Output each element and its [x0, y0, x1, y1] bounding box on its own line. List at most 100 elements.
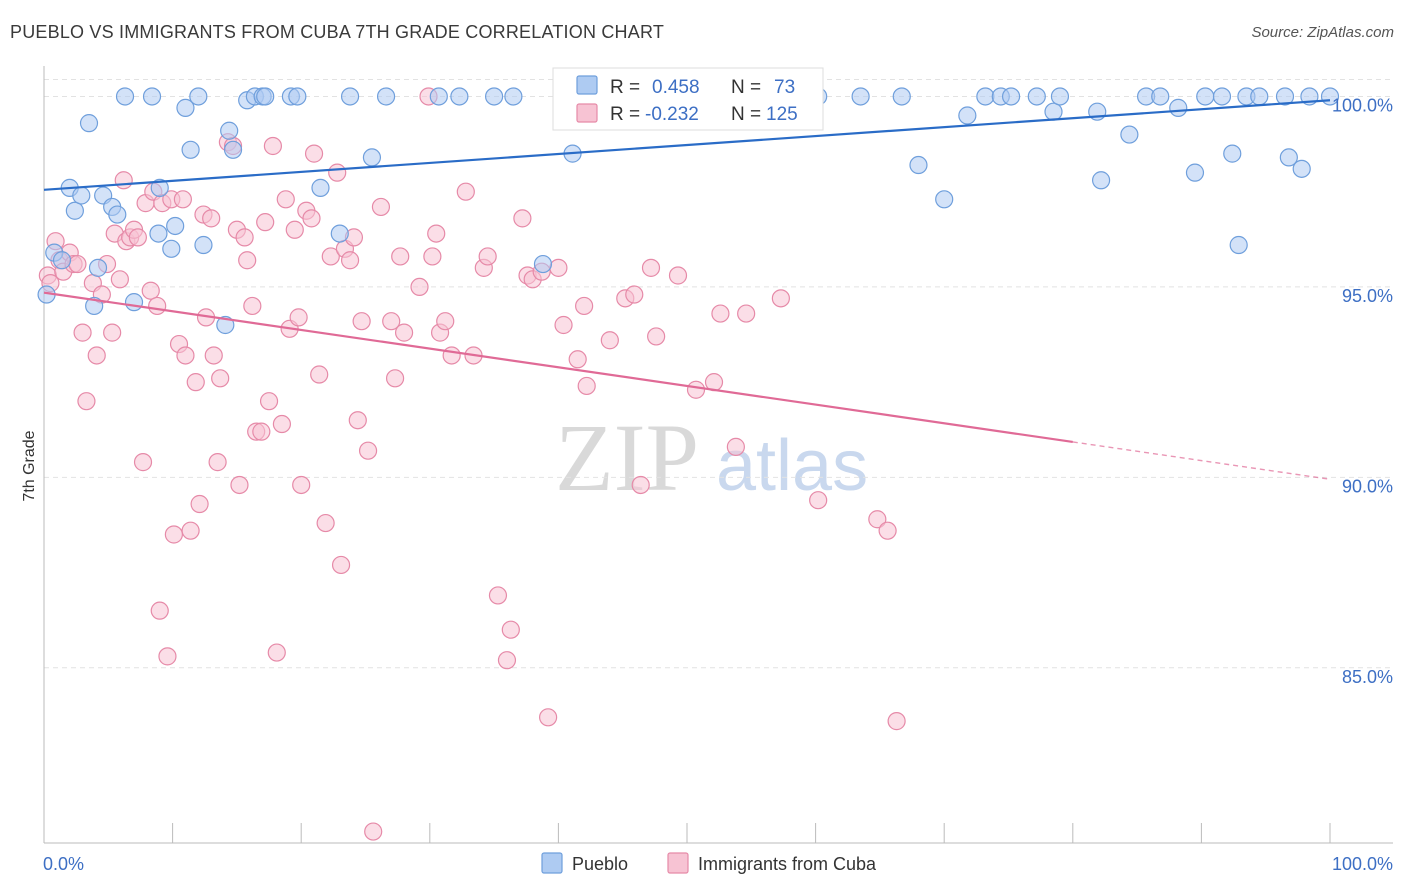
- x-tick-label-min: 0.0%: [43, 854, 84, 874]
- cuba-point: [364, 822, 383, 841]
- pueblo-point: [935, 190, 954, 209]
- pueblo-point: [1027, 87, 1046, 106]
- y-tick-label: 95.0%: [1342, 286, 1393, 306]
- pueblo-r-value: 0.458: [652, 77, 700, 98]
- cuba-n-label: N =: [731, 104, 761, 125]
- watermark-atlas: atlas: [716, 426, 868, 506]
- pueblo-point: [220, 121, 239, 140]
- cuba-point: [647, 327, 666, 346]
- watermark: ZIP atlas: [555, 404, 868, 511]
- pueblo-point: [176, 98, 195, 117]
- cuba-point: [549, 258, 568, 277]
- cuba-point: [501, 620, 520, 639]
- cuba-point: [358, 441, 378, 460]
- pueblo-point: [340, 87, 360, 106]
- cuba-point: [316, 513, 335, 533]
- pueblo-point: [189, 87, 208, 106]
- cuba-trend-line-dashed: [1072, 441, 1331, 480]
- pueblo-point: [162, 239, 181, 258]
- cuba-n-value: 125: [766, 104, 798, 125]
- pueblo-point: [851, 87, 870, 106]
- cuba-point: [186, 373, 205, 392]
- cuba-point: [641, 258, 661, 277]
- cuba-point: [554, 315, 573, 335]
- pueblo-point: [124, 293, 144, 312]
- cuba-point: [427, 224, 446, 243]
- cuba-point: [204, 346, 223, 365]
- pueblo-point: [150, 178, 169, 197]
- cuba-point: [150, 601, 169, 620]
- pueblo-r-label: R =: [610, 77, 640, 98]
- cuba-point: [263, 136, 283, 156]
- cuba-point: [348, 411, 367, 430]
- cuba-point: [103, 323, 122, 342]
- pueblo-point: [533, 254, 553, 274]
- x-tick-label-max: 100.0%: [1332, 854, 1393, 874]
- pueblo-point: [194, 235, 213, 255]
- cuba-point: [771, 289, 790, 308]
- pueblo-point: [504, 87, 523, 106]
- cuba-point: [238, 251, 257, 270]
- cuba-point: [436, 312, 455, 331]
- pueblo-point: [450, 87, 469, 106]
- pueblo-point: [1292, 159, 1311, 178]
- pueblo-point: [223, 140, 243, 159]
- cuba-point: [133, 453, 153, 472]
- pueblo-point: [362, 148, 382, 167]
- source-credit: Source: ZipAtlas.com: [1251, 24, 1394, 41]
- cuba-point: [539, 708, 558, 727]
- pueblo-point: [1091, 171, 1111, 190]
- cuba-point: [292, 475, 311, 495]
- bottom-legend: Pueblo Immigrants from Cuba: [541, 852, 877, 874]
- pueblo-point: [1212, 87, 1232, 106]
- chart-title: PUEBLO VS IMMIGRANTS FROM CUBA 7TH GRADE…: [10, 22, 665, 42]
- cuba-point: [87, 346, 106, 365]
- pueblo-point: [1250, 87, 1269, 106]
- cuba-point: [478, 247, 497, 266]
- cuba-point: [190, 494, 209, 514]
- pueblo-point: [88, 258, 108, 277]
- cuba-point: [809, 491, 828, 510]
- pueblo-point: [311, 178, 330, 197]
- pueblo-point: [330, 224, 349, 243]
- pueblo-point: [79, 114, 99, 133]
- cuba-point: [423, 247, 442, 266]
- cuba-point: [394, 323, 414, 342]
- cuba-point: [141, 281, 160, 300]
- cuba-point: [128, 228, 147, 247]
- legend-pueblo-label: Pueblo: [572, 854, 628, 874]
- cuba-point: [272, 414, 292, 434]
- cuba-r-label: R =: [610, 104, 640, 125]
- cuba-point: [230, 475, 249, 495]
- pueblo-point: [149, 224, 168, 243]
- cuba-point: [173, 190, 192, 209]
- cuba-point: [181, 521, 200, 540]
- legend-cuba-swatch: [667, 852, 689, 874]
- cuba-point: [259, 392, 279, 411]
- pueblo-point: [1279, 148, 1298, 167]
- legend-pueblo-swatch: [541, 852, 563, 874]
- pueblo-point: [142, 87, 162, 106]
- pueblo-trend-line-solid: [43, 99, 1331, 191]
- cuba-point: [410, 277, 429, 297]
- cuba-point: [577, 376, 596, 396]
- cuba-point: [176, 346, 195, 365]
- cuba-point: [114, 171, 133, 190]
- y-axis-title: 7th Grade: [21, 430, 38, 501]
- y-tick-labels: 85.0% 90.0% 95.0% 100.0%: [1332, 95, 1393, 686]
- cuba-point: [340, 251, 360, 270]
- cuba-point: [456, 182, 475, 201]
- pueblo-points: [37, 87, 1340, 335]
- pueblo-point: [72, 186, 91, 205]
- pueblo-point: [958, 106, 977, 125]
- pueblo-point: [166, 216, 185, 236]
- cuba-point: [631, 475, 650, 495]
- pueblo-point: [1223, 144, 1242, 163]
- pueblo-point: [1196, 87, 1215, 106]
- pueblo-point: [1151, 87, 1170, 106]
- pueblo-n-value: 73: [774, 77, 795, 98]
- cuba-point: [77, 392, 96, 411]
- cuba-point: [371, 197, 391, 217]
- cuba-point: [164, 525, 183, 544]
- legend-cuba-label: Immigrants from Cuba: [698, 854, 877, 874]
